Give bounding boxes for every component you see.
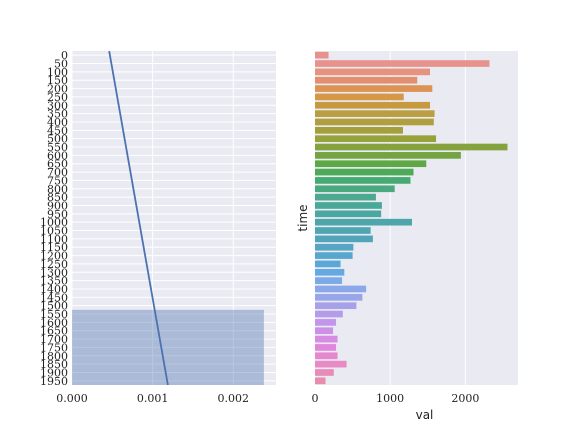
- left-ytick-label: 1950: [40, 375, 68, 388]
- bar: [315, 202, 382, 209]
- right-y-axis-label: time: [296, 204, 310, 231]
- left-ytick-label: 200: [47, 83, 68, 96]
- left-ytick-label: 1000: [40, 216, 68, 229]
- bar: [315, 277, 343, 284]
- left-ytick-label: 700: [47, 166, 68, 179]
- left-plot-background: [72, 51, 276, 385]
- bar: [315, 360, 347, 368]
- bar: [315, 101, 431, 109]
- bar: [315, 293, 363, 301]
- left-ytick-label: 550: [47, 141, 68, 154]
- left-ytick-label: 1250: [40, 258, 68, 271]
- bar: [315, 252, 353, 259]
- bar: [315, 168, 414, 176]
- left-xtick-label: 0.001: [137, 392, 169, 405]
- bar: [315, 227, 371, 234]
- left-ytick-label: 950: [47, 208, 68, 221]
- left-ytick-label: 1200: [40, 250, 68, 263]
- left-ytick-label: 1450: [40, 291, 68, 304]
- left-ytick-label: 900: [47, 199, 68, 212]
- left-ytick-label: 750: [47, 174, 68, 187]
- left-ytick-label: 1550: [40, 308, 68, 321]
- left-ytick-label: 1050: [40, 225, 68, 238]
- left-ytick-label: 1700: [40, 333, 68, 346]
- right-plot-background: [315, 51, 518, 385]
- bar: [315, 310, 343, 318]
- bar: [315, 344, 337, 351]
- right-x-axis-label: val: [416, 408, 434, 422]
- left-ytick-label: 250: [47, 91, 68, 104]
- left-ytick-label: 100: [47, 66, 68, 79]
- left-xtick-label: 0.000: [56, 392, 88, 405]
- bar: [315, 193, 376, 201]
- left-ytick-label: 0: [61, 49, 68, 62]
- left-ytick-label: 1850: [40, 358, 68, 371]
- bar: [315, 243, 354, 251]
- left-ytick-label: 350: [47, 108, 68, 121]
- right-xtick-label: 2000: [451, 392, 479, 405]
- left-ytick-label: 1650: [40, 325, 68, 338]
- right-xtick-label: 1000: [376, 392, 404, 405]
- bar: [315, 110, 435, 117]
- left-ytick-label: 1800: [40, 350, 68, 363]
- bar: [315, 177, 411, 184]
- bar: [315, 377, 326, 385]
- bar: [315, 319, 337, 326]
- left-ytick-label: 850: [47, 191, 68, 204]
- bar: [315, 60, 490, 67]
- left-ytick-label: 650: [47, 158, 68, 171]
- left-ytick-label: 1750: [40, 341, 68, 354]
- left-ytick-label: 1300: [40, 266, 68, 279]
- bar: [315, 302, 357, 310]
- left-ytick-label: 600: [47, 149, 68, 162]
- left-ytick-label: 1500: [40, 300, 68, 313]
- left-ytick-label: 50: [54, 58, 68, 71]
- bar: [315, 93, 404, 101]
- left-ytick-label: 450: [47, 124, 68, 137]
- bar: [315, 143, 508, 151]
- bar: [315, 285, 367, 293]
- bar: [315, 185, 395, 193]
- left-ytick-label: 1400: [40, 283, 68, 296]
- right-chart-panel: 0 1000 2000 val time: [296, 51, 518, 422]
- left-ytick-label: 1350: [40, 275, 68, 288]
- bar: [315, 118, 434, 126]
- shaded-region: [72, 309, 264, 385]
- left-chart-panel: 0501001502002503003504004505005506006507…: [40, 49, 276, 405]
- left-ytick-label: 1900: [40, 366, 68, 379]
- left-ytick-label: 800: [47, 183, 68, 196]
- bar: [315, 68, 431, 76]
- bar: [315, 160, 427, 168]
- bar: [315, 268, 345, 276]
- left-ytick-label: 400: [47, 116, 68, 129]
- bar: [315, 126, 403, 134]
- bar: [315, 218, 412, 226]
- bar: [315, 327, 334, 335]
- left-ytick-label: 500: [47, 133, 68, 146]
- bar: [315, 369, 334, 376]
- bar: [315, 76, 418, 84]
- left-ytick-label: 1100: [40, 233, 68, 246]
- bar: [315, 85, 433, 92]
- left-xtick-label: 0.002: [218, 392, 250, 405]
- left-ytick-label: 300: [47, 99, 68, 112]
- bar: [315, 152, 461, 159]
- bar: [315, 235, 373, 243]
- right-xtick-label: 0: [312, 392, 319, 405]
- series-line: [108, 51, 169, 385]
- bar: [315, 335, 338, 343]
- bar: [315, 352, 338, 360]
- bar: [315, 135, 437, 143]
- left-ytick-label: 1600: [40, 316, 68, 329]
- bar: [315, 210, 382, 218]
- left-ytick-label: 1150: [40, 241, 68, 254]
- left-ytick-label: 150: [47, 74, 68, 87]
- bar: [315, 51, 329, 59]
- bar: [315, 260, 341, 268]
